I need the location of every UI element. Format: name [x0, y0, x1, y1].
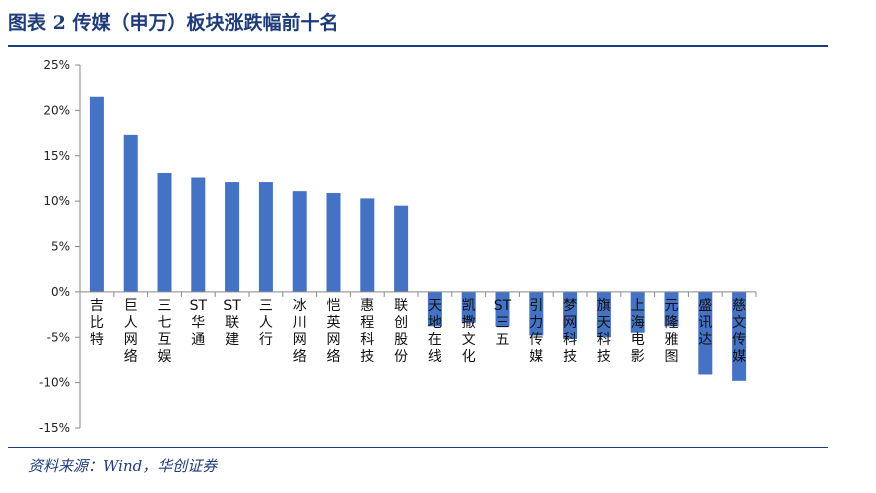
bar: [326, 192, 341, 292]
bar: [427, 291, 442, 327]
category-label: ST 三五: [494, 298, 512, 348]
y-tick-label: -10%: [39, 376, 70, 390]
y-tick-label: 15%: [43, 149, 70, 163]
bar: [191, 177, 206, 292]
source-note: 资料来源：Wind，华创证券: [28, 457, 218, 475]
category-label: 惠程科技: [360, 298, 374, 365]
category-label: 盛讯达: [698, 298, 712, 348]
category-label: 天地在线: [428, 298, 442, 365]
page-title: 图表 2 传媒（申万）板块涨跌幅前十名: [8, 12, 339, 34]
y-tick-label: 20%: [43, 103, 70, 117]
bar: [258, 182, 273, 292]
category-label: 吉比特: [90, 298, 104, 348]
y-tick-label: 25%: [43, 58, 70, 72]
bar: [563, 291, 578, 340]
bar: [225, 182, 240, 292]
category-label: 慈文传媒: [732, 298, 746, 365]
bar: [495, 291, 510, 327]
category-labels: 吉比特 巨人网络 三七互娱 ST 华通 ST 联建 三人行 冰川网络 恺英网络 惠程科技 联创股份 天地…: [90, 298, 746, 365]
bar: [732, 291, 747, 381]
category-label: 恺英网络: [327, 298, 341, 365]
x-axis: [79, 291, 757, 297]
title-rule: [8, 45, 828, 47]
category-label: 上海电影: [631, 298, 645, 365]
category-label: 凯撒文化: [462, 298, 476, 365]
category-label: 巨人网络: [124, 298, 138, 365]
y-tick-label: 0%: [51, 285, 70, 299]
bar: [89, 96, 104, 292]
bar: [292, 191, 307, 292]
bar: [529, 291, 544, 336]
bar: [394, 205, 409, 292]
bar: [123, 134, 138, 292]
y-tick-label: -5%: [47, 330, 70, 344]
bar: [630, 291, 645, 333]
y-tick-label: 5%: [51, 240, 70, 254]
category-label: 冰川网络: [293, 298, 307, 365]
category-label: 联创股份: [394, 298, 408, 365]
category-label: 旗天科技: [597, 298, 611, 365]
category-label: 梦网科技: [563, 298, 577, 365]
category-label: 三七互娱: [158, 298, 172, 365]
category-label: ST 华通: [190, 298, 208, 348]
y-axis: 25% 20% 15% 10% 5% 0% -5% -10% -15%: [39, 58, 81, 435]
category-label: 引力传媒: [529, 298, 543, 365]
category-label: 三人行: [259, 298, 273, 348]
bar: [698, 291, 713, 375]
bar: [664, 291, 679, 327]
y-tick-label: -15%: [39, 421, 70, 435]
bar: [596, 291, 611, 338]
bars-group: [89, 96, 747, 381]
y-tick-label: 10%: [43, 194, 70, 208]
category-label: ST 联建: [223, 298, 241, 348]
category-label: 元隆雅图: [665, 298, 679, 365]
bar: [360, 198, 375, 292]
source-rule: [8, 447, 828, 448]
bar: [157, 172, 172, 292]
bar: [461, 291, 476, 323]
